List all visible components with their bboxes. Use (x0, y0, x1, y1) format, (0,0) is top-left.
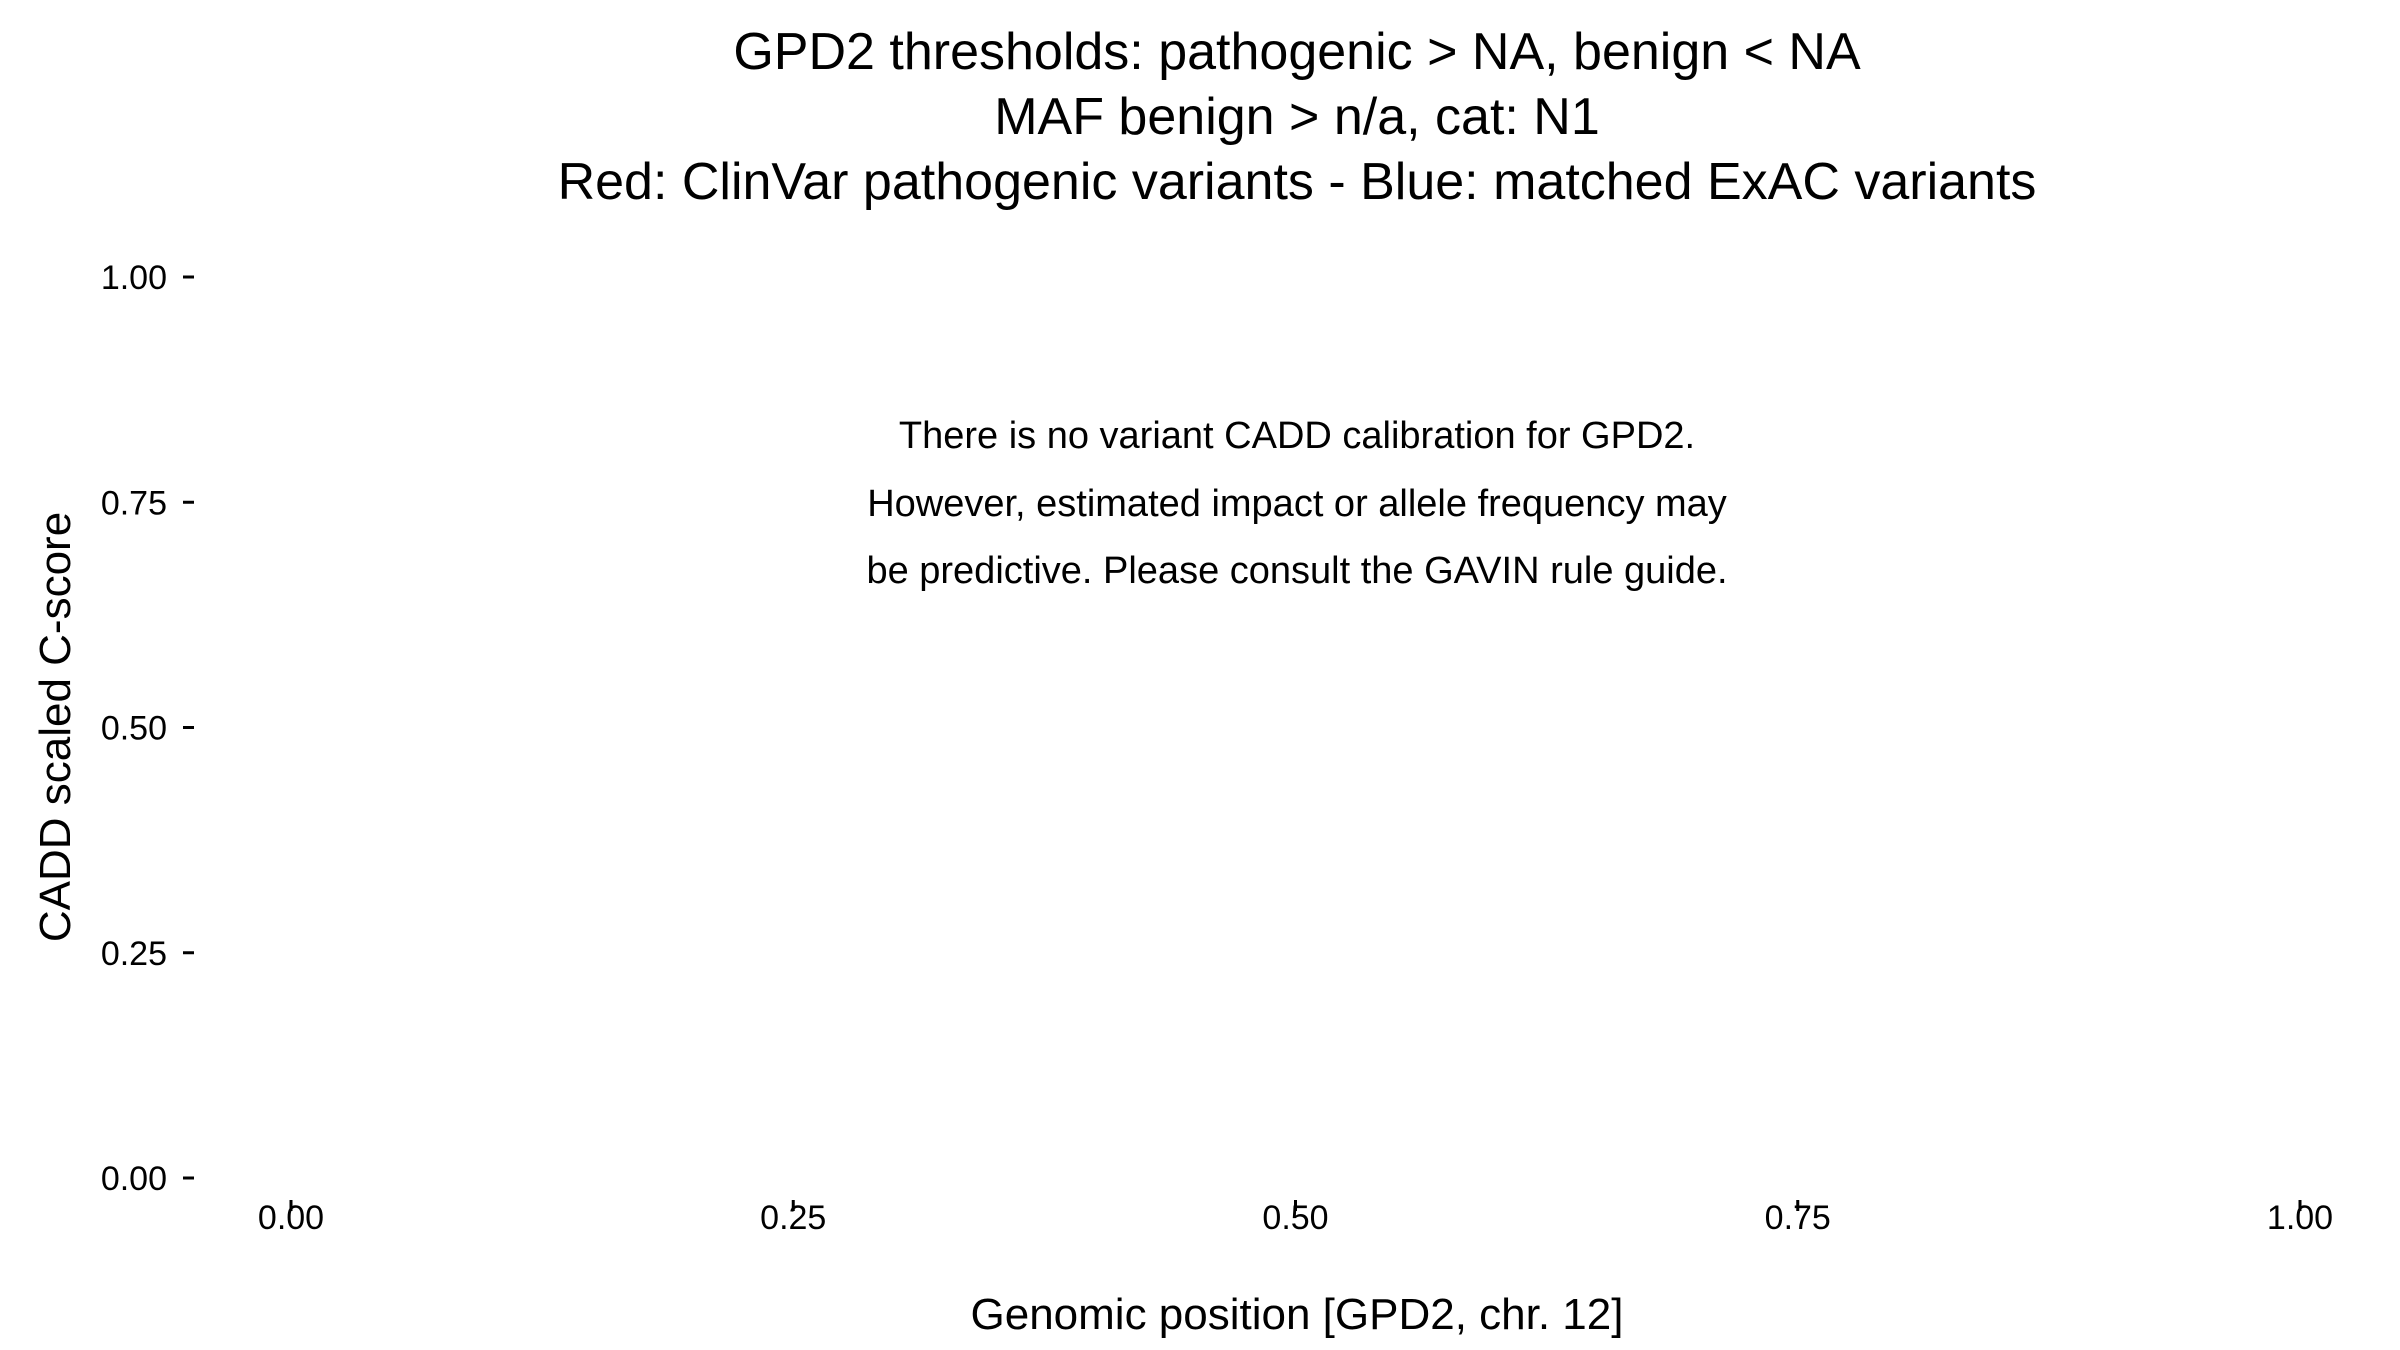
annotation-line: However, estimated impact or allele freq… (867, 483, 1727, 525)
x-tick-label: 1.00 (2267, 1199, 2333, 1237)
title-line: MAF benign > n/a, cat: N1 (994, 88, 1600, 146)
annotation-line: There is no variant CADD calibration for… (899, 415, 1695, 457)
y-tick-label: 0.25 (101, 935, 167, 973)
y-tick-label: 1.00 (101, 259, 167, 297)
x-axis: 0.00 0.25 0.50 0.75 1.00 (258, 1199, 2333, 1237)
chart-title: GPD2 thresholds: pathogenic > NA, benign… (558, 23, 2037, 211)
x-tick-label: 0.50 (1262, 1199, 1328, 1237)
y-tick-label: 0.00 (101, 1160, 167, 1198)
x-tick-label: 0.25 (760, 1199, 826, 1237)
x-tick-label: 0.75 (1765, 1199, 1831, 1237)
x-tick-label: 0.00 (258, 1199, 324, 1237)
y-tick-label: 0.50 (101, 710, 167, 748)
y-axis: 0.00 0.25 0.50 0.75 1.00 (101, 259, 194, 1198)
y-axis-label: CADD scaled C-score (31, 512, 80, 942)
title-line: Red: ClinVar pathogenic variants - Blue:… (558, 153, 2037, 211)
annotation-line: be predictive. Please consult the GAVIN … (866, 550, 1727, 592)
title-line: GPD2 thresholds: pathogenic > NA, benign… (733, 23, 1861, 81)
y-tick-label: 0.75 (101, 484, 167, 522)
x-axis-label: Genomic position [GPD2, chr. 12] (971, 1290, 1624, 1339)
annotation: There is no variant CADD calibration for… (866, 415, 1727, 592)
